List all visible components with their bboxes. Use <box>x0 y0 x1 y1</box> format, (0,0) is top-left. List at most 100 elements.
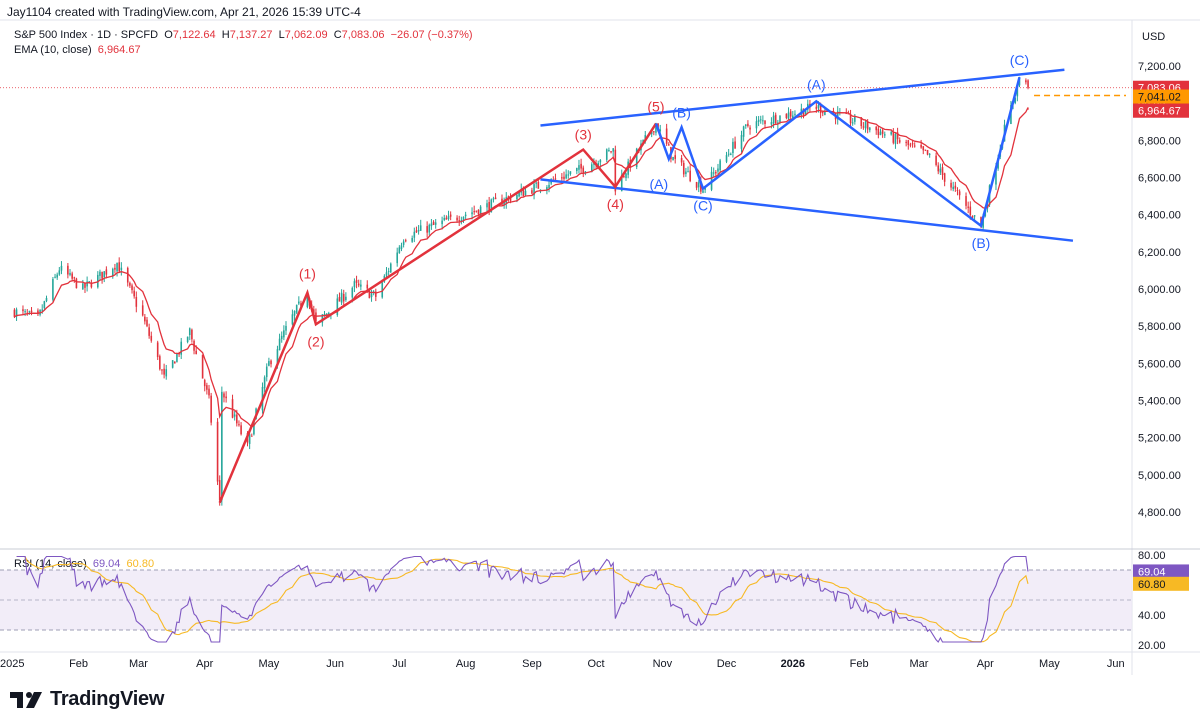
candle-body <box>503 201 505 206</box>
rsi-axis[interactable]: 80.00 40.00 20.00 <box>1138 550 1166 652</box>
candle-body <box>924 149 927 151</box>
rsi-tick-label: 80.00 <box>1138 550 1166 562</box>
candle-body <box>952 186 955 190</box>
rsi-tag: 69.04 <box>1138 566 1166 578</box>
candle-body <box>210 395 212 423</box>
high-label: H <box>221 29 230 41</box>
price-tick-label: 5,000.00 <box>1138 470 1181 482</box>
candle-body <box>563 176 565 179</box>
candle-body <box>819 104 822 114</box>
trendlines[interactable] <box>540 68 1074 242</box>
candle-body <box>263 377 266 389</box>
rsi-line <box>16 555 1029 643</box>
candle-body <box>133 290 135 297</box>
candle-body <box>381 282 384 298</box>
candle-body <box>195 350 197 355</box>
candle-body <box>208 388 210 396</box>
time-tick-label: Jun <box>1107 658 1125 670</box>
candle-body <box>291 314 294 325</box>
candle-body <box>590 164 593 173</box>
rsi-legend[interactable]: RSI (14, close) 69.04 60.80 <box>14 558 154 570</box>
candle-body <box>413 231 416 238</box>
price-tick-label: 6,800.00 <box>1138 135 1181 147</box>
wave-path-red[interactable] <box>218 122 658 504</box>
candle-body <box>747 123 749 127</box>
candle-body <box>398 247 401 254</box>
candle-body <box>755 121 758 129</box>
candle-body <box>321 314 324 323</box>
time-axis[interactable]: 2025 Feb Mar Apr May Jun Jul Aug Sep Oct Nov Dec 202… <box>0 658 1125 670</box>
brand-name: TradingView <box>50 688 165 710</box>
candle-body <box>582 167 585 174</box>
candle-body <box>1025 80 1027 83</box>
symbol-legend[interactable]: S&P 500 Index · 1D · SPCFD O7,122.64 H7,… <box>14 29 473 41</box>
candle-body <box>612 148 614 152</box>
change-value: −26.07 (−0.37%) <box>390 29 473 41</box>
candle-body <box>971 215 974 219</box>
candle-body <box>445 217 448 220</box>
creator-credit: Jay1104 created with TradingView.com, Ap… <box>7 5 361 19</box>
candle-body <box>161 369 163 371</box>
low-value: 7,062.09 <box>284 29 328 41</box>
candle-body <box>789 111 792 117</box>
candle-body <box>141 305 144 316</box>
candle-body <box>203 380 206 387</box>
wave-label: (5) <box>647 99 664 115</box>
candle-body <box>52 279 54 300</box>
candle-body <box>75 278 78 289</box>
trendline-upper <box>540 68 1065 127</box>
time-tick-label: May <box>259 658 280 670</box>
candle-body <box>280 335 283 340</box>
candle-body <box>967 206 969 208</box>
candle-body <box>447 216 450 220</box>
candle-body <box>114 267 116 270</box>
candle-body <box>749 127 751 130</box>
candle-body <box>111 268 114 276</box>
currency-label[interactable]: USD <box>1142 31 1166 43</box>
time-tick-label: Feb <box>69 658 88 670</box>
level-tag: 7,041.02 <box>1138 92 1181 104</box>
candle-body <box>518 191 520 197</box>
footer[interactable]: TradingView <box>10 688 164 711</box>
ema-legend[interactable]: EMA (10, close) 6,964.67 <box>14 44 141 56</box>
rsi-label: RSI (14, close) <box>14 558 87 570</box>
candle-body <box>456 217 458 221</box>
candle-body <box>717 168 719 172</box>
candle-body <box>176 353 178 362</box>
symbol-name: S&P 500 Index · 1D · SPCFD <box>14 29 159 41</box>
candle-body <box>849 114 852 124</box>
candle-body <box>327 312 330 315</box>
candle-body <box>56 274 58 278</box>
candle-body <box>845 113 848 115</box>
candle-body <box>148 327 150 336</box>
candle-body <box>836 111 839 120</box>
candle-body <box>135 296 138 307</box>
candle-body <box>561 177 563 179</box>
candle-body <box>864 121 867 129</box>
candle-body <box>1014 97 1017 104</box>
candle-body <box>233 414 236 417</box>
rsi-ma-tag-bg <box>1133 576 1189 591</box>
candle-body <box>253 419 255 435</box>
candle-body <box>890 132 892 135</box>
candle-body <box>13 309 16 317</box>
candle-body <box>774 114 777 124</box>
candle-body <box>548 184 550 189</box>
candle-body <box>907 140 910 145</box>
candle-body <box>276 349 279 366</box>
candle-body <box>935 155 937 165</box>
price-axis[interactable]: 7,200.007,000.006,800.006,600.006,400.00… <box>1138 61 1181 519</box>
candle-body <box>913 145 916 147</box>
candle-body <box>920 144 922 148</box>
candle-body <box>60 265 63 271</box>
candle-body <box>180 341 183 355</box>
wave-label: (A) <box>649 176 668 192</box>
candle-body <box>250 435 253 437</box>
wave-path-blue[interactable] <box>654 76 1021 228</box>
candle-body <box>546 187 548 191</box>
candle-body <box>817 105 820 108</box>
time-tick-label: May <box>1039 658 1060 670</box>
candle-body <box>340 292 343 303</box>
time-tick-label: Dec <box>717 658 737 670</box>
